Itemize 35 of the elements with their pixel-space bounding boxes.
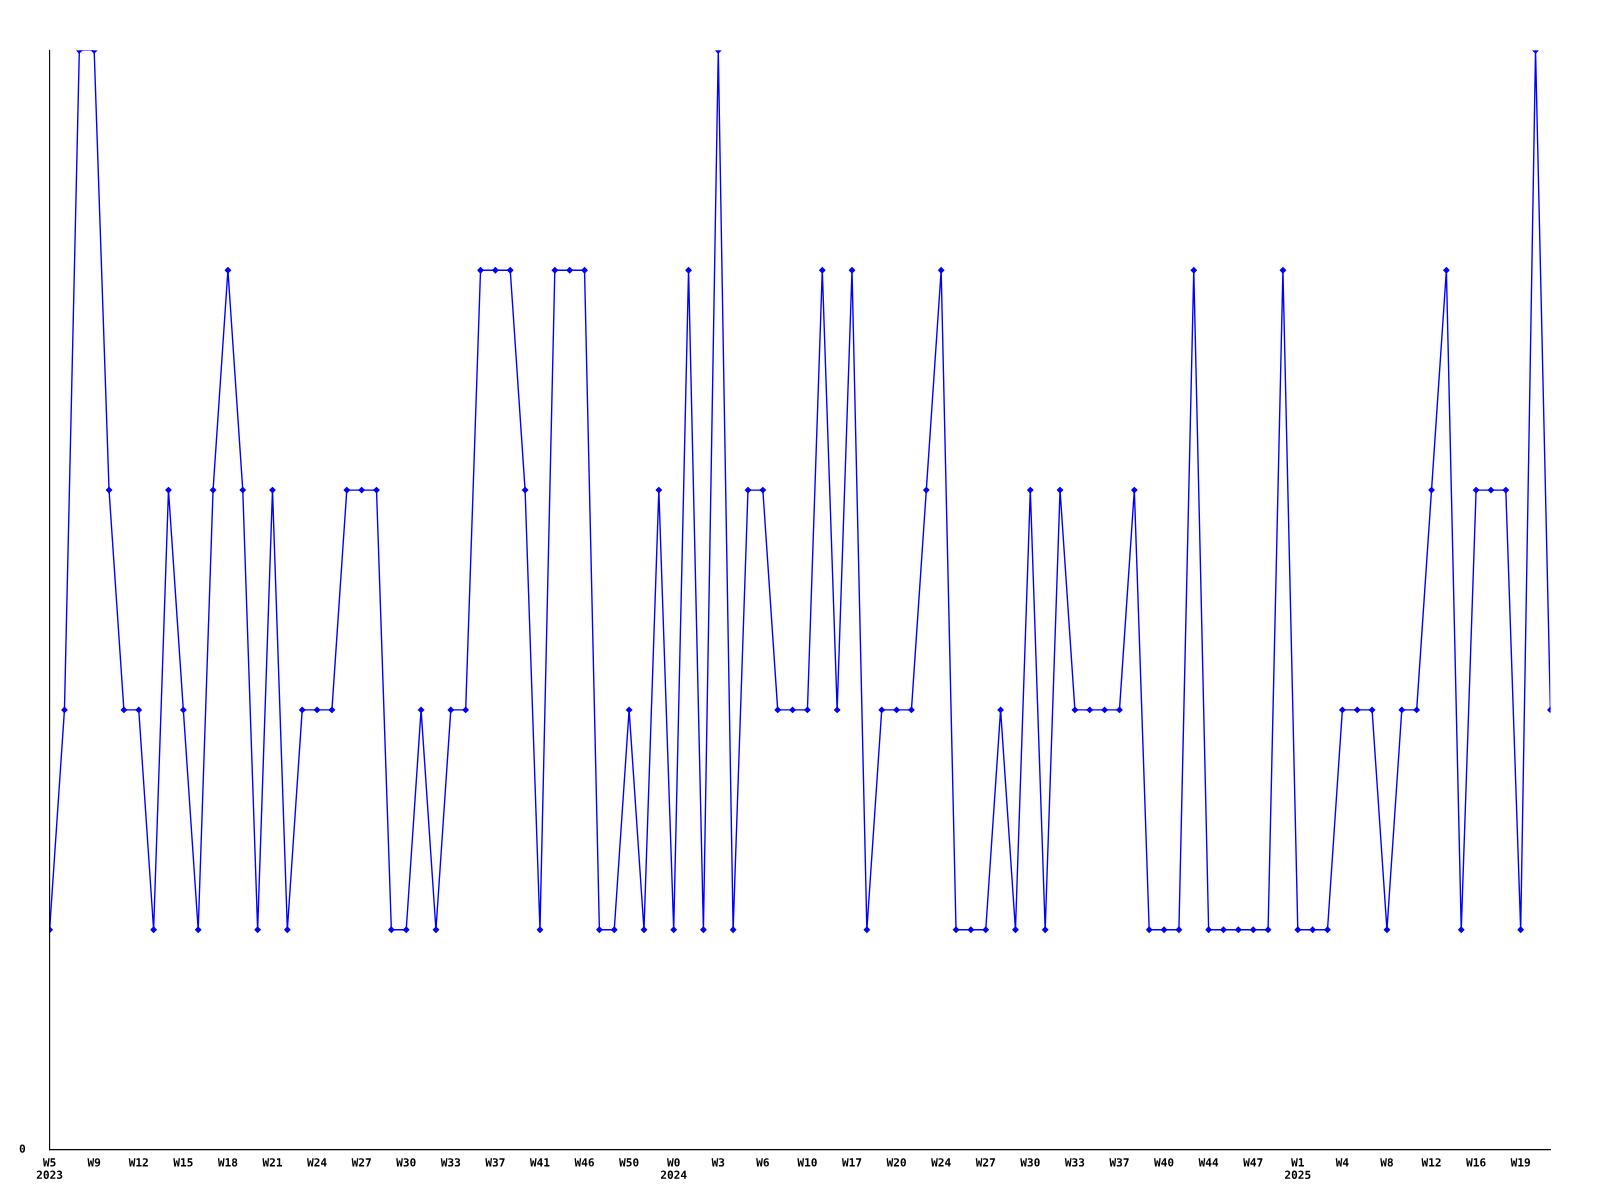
x-tick-label: W6 bbox=[756, 1158, 769, 1167]
x-tick-label: W20 bbox=[886, 1158, 906, 1167]
x-tick-label: W4 bbox=[1335, 1158, 1349, 1167]
x-tick-label: W12 bbox=[128, 1158, 148, 1167]
x-tick-label: W40 bbox=[1154, 1158, 1174, 1167]
x-tick-label: W10 bbox=[797, 1158, 817, 1167]
x-tick-label: W21 bbox=[262, 1158, 282, 1167]
x-tick-label: W37 bbox=[485, 1158, 505, 1167]
x-tick-label: W30 bbox=[396, 1158, 416, 1167]
x-tick-label: W0 2024 bbox=[660, 1158, 687, 1179]
x-tick-label: W46 bbox=[574, 1158, 594, 1167]
x-tick-label: W27 bbox=[975, 1158, 995, 1167]
x-tick-label: W37 bbox=[1109, 1158, 1129, 1167]
x-tick-label: W15 bbox=[173, 1158, 193, 1167]
x-tick-label: W3 bbox=[711, 1158, 725, 1167]
x-tick-label: W24 bbox=[931, 1158, 951, 1167]
x-tick-label: W1 2025 bbox=[1285, 1158, 1311, 1179]
x-tick-label: W47 bbox=[1243, 1158, 1263, 1167]
x-tick-label: W8 bbox=[1380, 1158, 1393, 1167]
x-tick-label: W27 bbox=[351, 1158, 371, 1167]
x-tick-label: W33 bbox=[1064, 1158, 1085, 1167]
x-tick-label: W33 bbox=[440, 1158, 461, 1167]
x-tick-label: W19 bbox=[1510, 1158, 1531, 1167]
x-tick-label: W12 bbox=[1421, 1158, 1441, 1167]
x-tick-label: W24 bbox=[307, 1158, 327, 1167]
x-tick-label: W16 bbox=[1466, 1158, 1486, 1167]
x-tick-label: W18 bbox=[217, 1158, 238, 1167]
x-tick-label: W9 bbox=[87, 1158, 101, 1167]
text: 0 bbox=[19, 1144, 26, 1153]
x-tick-label: W44 bbox=[1198, 1158, 1219, 1167]
x-tick-label: W50 bbox=[619, 1158, 639, 1167]
x-tick-label: W41 bbox=[529, 1158, 550, 1167]
x-tick-label: W30 bbox=[1020, 1158, 1040, 1167]
x-tick-label: W5 2023 bbox=[36, 1158, 63, 1179]
x-tick-label: W17 bbox=[841, 1158, 862, 1167]
